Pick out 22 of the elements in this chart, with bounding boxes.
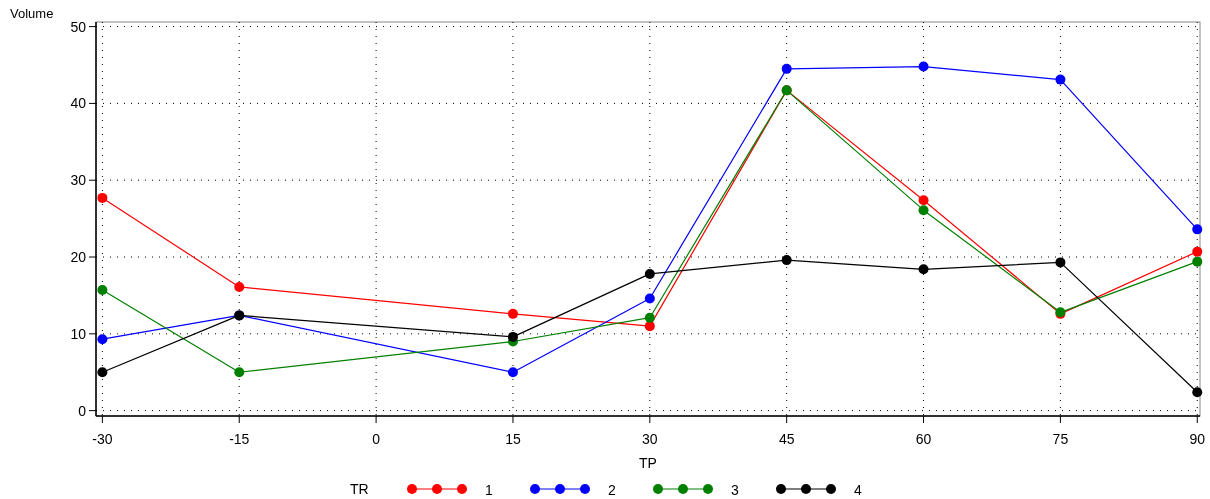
x-tick-label: 75 bbox=[1052, 431, 1069, 447]
y-tick-label: 20 bbox=[70, 249, 87, 266]
y-tick-label: 10 bbox=[70, 325, 87, 342]
x-tick-label: 90 bbox=[1189, 431, 1206, 447]
x-tick-label: -15 bbox=[229, 431, 250, 447]
y-tick-label: 40 bbox=[70, 95, 87, 112]
x-tick-label: -30 bbox=[92, 431, 113, 447]
legend-label: 3 bbox=[731, 482, 739, 498]
legend-label: 2 bbox=[608, 482, 616, 498]
x-tick-label: 0 bbox=[372, 431, 381, 447]
legend-label: 4 bbox=[854, 482, 862, 498]
y-tick-label: 0 bbox=[78, 402, 87, 419]
y-tick-label: 50 bbox=[70, 18, 87, 35]
y-tick-label: 30 bbox=[70, 172, 87, 189]
x-tick-label: 30 bbox=[642, 431, 658, 447]
x-axis-title: TP bbox=[639, 455, 657, 471]
legend-title: TR bbox=[350, 481, 369, 497]
x-tick-label: 45 bbox=[778, 431, 795, 447]
x-tick-label: 15 bbox=[505, 431, 521, 447]
legend-label: 1 bbox=[485, 482, 493, 498]
y-axis-title: Volume bbox=[10, 6, 54, 21]
x-tick-label: 60 bbox=[915, 431, 932, 447]
